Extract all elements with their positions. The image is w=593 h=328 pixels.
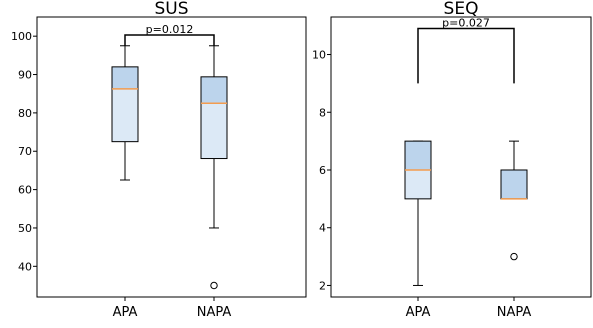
chart-title: SEQ xyxy=(444,0,479,19)
y-tick-label: 2 xyxy=(319,279,326,292)
box-upper-half xyxy=(112,66,138,89)
y-tick-label: 10 xyxy=(312,49,326,62)
box-upper-half xyxy=(201,76,227,104)
y-tick-label: 70 xyxy=(18,145,32,158)
sus-chart: SUS 40 50 60 70 80 90 100 APA NAPA p=0.012 xyxy=(11,0,307,320)
y-tick-label: 90 xyxy=(18,69,32,82)
y-tick-label: 4 xyxy=(319,222,326,235)
outlier-point xyxy=(510,252,518,261)
chart-title: SUS xyxy=(154,0,188,19)
box-lower-half xyxy=(405,169,431,199)
x-tick-label: NAPA xyxy=(497,305,532,320)
box-outline xyxy=(111,66,139,143)
p-value-label: p=0.012 xyxy=(146,23,194,36)
y-tick-label: 6 xyxy=(319,164,326,177)
box-upper-half xyxy=(405,141,431,170)
plot-frame xyxy=(36,16,307,298)
seq-chart: SEQ 2 4 6 8 10 APA NAPA p=0.027 xyxy=(312,0,592,320)
significance-bracket xyxy=(124,34,215,46)
box-lower-half xyxy=(201,103,227,159)
y-tick-label: 60 xyxy=(18,184,32,197)
y-tick-label: 80 xyxy=(18,107,32,120)
y-tick-label: 50 xyxy=(18,222,32,235)
x-tick-label: NAPA xyxy=(197,305,232,320)
y-tick-label: 8 xyxy=(319,106,326,119)
box-lower-half xyxy=(112,88,138,142)
y-tick-label: 100 xyxy=(11,30,32,43)
x-tick-label: APA xyxy=(113,305,138,320)
significance-bracket xyxy=(417,27,515,84)
plot-frame xyxy=(330,16,592,298)
outlier-point xyxy=(210,281,218,290)
box-upper-half xyxy=(501,169,527,199)
x-tick-label: APA xyxy=(406,305,431,320)
p-value-label: p=0.027 xyxy=(442,17,490,30)
y-tick-label: 40 xyxy=(18,260,32,273)
box-outline xyxy=(200,76,228,160)
